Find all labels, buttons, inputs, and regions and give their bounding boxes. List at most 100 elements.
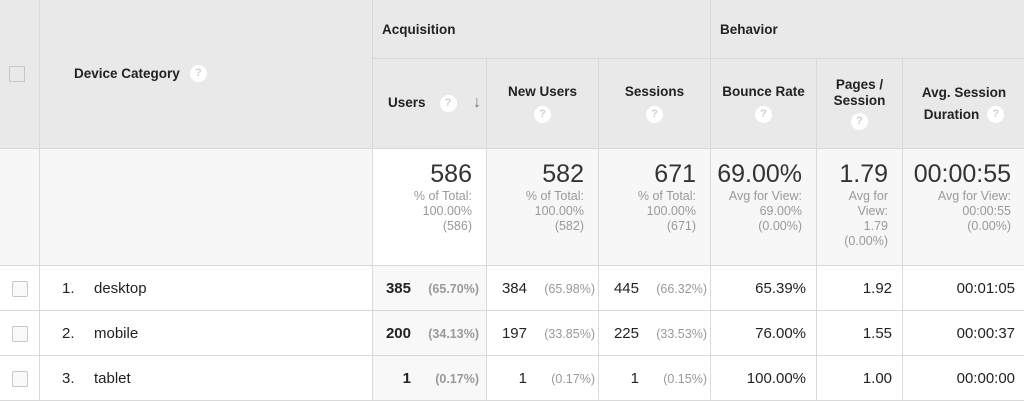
total-count: (671) <box>666 219 697 233</box>
users-cell: 385 (65.70%) <box>372 265 487 311</box>
row-index: 2. <box>62 324 75 342</box>
sessions-value: 225 <box>613 324 639 342</box>
help-icon[interactable]: ? <box>646 106 663 123</box>
help-icon[interactable]: ? <box>189 64 207 82</box>
dimension-cell: 2. mobile <box>39 310 373 356</box>
header-column-row: Users? ↓ New Users ? Sessions ? Bounce R… <box>0 58 1024 149</box>
column-header-bounce-rate[interactable]: Bounce Rate ? <box>710 58 818 149</box>
table-row: 3. tablet 1 (0.17%) 1 (0.17%) 1 (0.15%) 100.… <box>0 355 1024 401</box>
device-link[interactable]: mobile <box>94 324 139 342</box>
column-label: Sessions <box>624 84 685 99</box>
new-users-percent: (33.85%) <box>544 326 595 341</box>
help-icon[interactable]: ? <box>851 113 869 130</box>
row-checkbox[interactable] <box>11 370 28 387</box>
total-delta: (0.00%) <box>758 219 803 233</box>
row-checkbox-cell <box>0 355 40 401</box>
help-icon[interactable]: ? <box>439 95 457 112</box>
total-percent: 100.00% <box>534 204 584 218</box>
new-users-percent: (65.98%) <box>544 281 595 296</box>
total-value: 586 <box>430 160 472 188</box>
total-sessions: 671 % of Total: 100.00% (671) <box>597 148 712 266</box>
new-users-value: 384 <box>501 279 527 297</box>
total-caption: % of Total: <box>413 189 472 203</box>
row-index: 3. <box>62 369 75 387</box>
new-users-cell: 197 (33.85%) <box>486 310 599 356</box>
total-caption: % of Total: <box>525 189 584 203</box>
total-caption-2: View: <box>857 204 889 218</box>
total-value: 69.00% <box>717 160 803 188</box>
table-row: 1. desktop 385 (65.70%) 384 (65.98%) 445 (66… <box>0 265 1024 311</box>
device-link[interactable]: tablet <box>94 369 131 387</box>
column-label: Users <box>388 95 426 111</box>
pages-per-session-cell: 1.92 <box>816 265 904 311</box>
total-percent: 100.00% <box>422 204 472 218</box>
row-checkbox-cell <box>0 310 40 356</box>
row-checkbox[interactable] <box>11 280 28 297</box>
dimension-header[interactable]: Device Category? <box>39 0 373 149</box>
column-header-sessions[interactable]: Sessions ? <box>597 58 712 149</box>
column-header-new-users[interactable]: New Users ? <box>486 58 599 149</box>
total-new-users: 582 % of Total: 100.00% (582) <box>486 148 599 266</box>
total-value: 1.79 <box>839 160 889 188</box>
table-row: 2. mobile 200 (34.13%) 197 (33.85%) 225 (33.… <box>0 310 1024 356</box>
column-label-line1: Pages / <box>835 77 884 92</box>
totals-row: 586 % of Total: 100.00% (586) 582 % of T… <box>0 148 1024 266</box>
new-users-percent: (0.17%) <box>551 371 595 386</box>
dimension-cell: 1. desktop <box>39 265 373 311</box>
total-delta: (0.00%) <box>967 219 1012 233</box>
row-checkbox[interactable] <box>11 325 28 342</box>
header-group-row: Device Category? Acquisition Behavior <box>0 0 1024 149</box>
total-users: 586 % of Total: 100.00% (586) <box>372 148 487 266</box>
pages-per-session-cell: 1.00 <box>816 355 904 401</box>
dimension-cell: 3. tablet <box>39 355 373 401</box>
column-label-line2: Duration <box>923 106 980 122</box>
totals-dimension-cell <box>39 148 373 266</box>
sessions-percent: (66.32%) <box>656 281 707 296</box>
users-value: 200 <box>385 324 411 342</box>
column-header-avg-session-duration[interactable]: Avg. Session Duration? <box>902 58 1024 149</box>
column-header-pages-per-session[interactable]: Pages / Session ? <box>816 58 904 149</box>
total-value: 671 <box>654 160 697 188</box>
new-users-value: 1 <box>518 369 527 387</box>
column-label-line1: Avg. Session <box>921 84 1007 100</box>
total-caption: % of Total: <box>637 189 697 203</box>
total-avg: 69.00% <box>759 204 803 218</box>
users-percent: (34.13%) <box>428 326 479 341</box>
group-header-acquisition: Acquisition <box>371 0 712 59</box>
new-users-value: 197 <box>501 324 527 342</box>
sessions-cell: 445 (66.32%) <box>597 265 712 311</box>
group-header-behavior: Behavior <box>710 0 1024 59</box>
users-value: 1 <box>402 369 411 387</box>
total-bounce-rate: 69.00% Avg for View: 69.00% (0.00%) <box>710 148 818 266</box>
total-caption: Avg for <box>848 189 889 203</box>
bounce-rate-cell: 76.00% <box>710 310 818 356</box>
total-value: 00:00:55 <box>913 160 1012 188</box>
users-percent: (65.70%) <box>428 281 479 296</box>
sort-descending-icon[interactable]: ↓ <box>473 94 481 111</box>
total-value: 582 <box>542 160 584 188</box>
column-label: New Users <box>507 84 578 99</box>
dimension-header-label: Device Category <box>74 66 180 82</box>
avg-session-duration-cell: 00:00:00 <box>902 355 1024 401</box>
sessions-value: 1 <box>630 369 639 387</box>
sessions-value: 445 <box>613 279 639 297</box>
help-icon[interactable]: ? <box>755 106 773 123</box>
sessions-cell: 225 (33.53%) <box>597 310 712 356</box>
bounce-rate-cell: 100.00% <box>710 355 818 401</box>
total-avg-session-duration: 00:00:55 Avg for View: 00:00:55 (0.00%) <box>902 148 1024 266</box>
total-caption: Avg for View: <box>728 189 803 203</box>
column-header-users[interactable]: Users? ↓ <box>372 58 487 149</box>
select-all-checkbox[interactable] <box>9 66 25 83</box>
new-users-cell: 384 (65.98%) <box>486 265 599 311</box>
sessions-cell: 1 (0.15%) <box>597 355 712 401</box>
new-users-cell: 1 (0.17%) <box>486 355 599 401</box>
sessions-percent: (33.53%) <box>656 326 707 341</box>
device-link[interactable]: desktop <box>94 279 147 297</box>
total-delta: (0.00%) <box>844 234 889 248</box>
total-avg: 00:00:55 <box>962 204 1012 218</box>
help-icon[interactable]: ? <box>987 106 1005 124</box>
help-icon[interactable]: ? <box>534 106 551 123</box>
users-percent: (0.17%) <box>435 371 479 386</box>
row-checkbox-cell <box>0 265 40 311</box>
bounce-rate-cell: 65.39% <box>710 265 818 311</box>
